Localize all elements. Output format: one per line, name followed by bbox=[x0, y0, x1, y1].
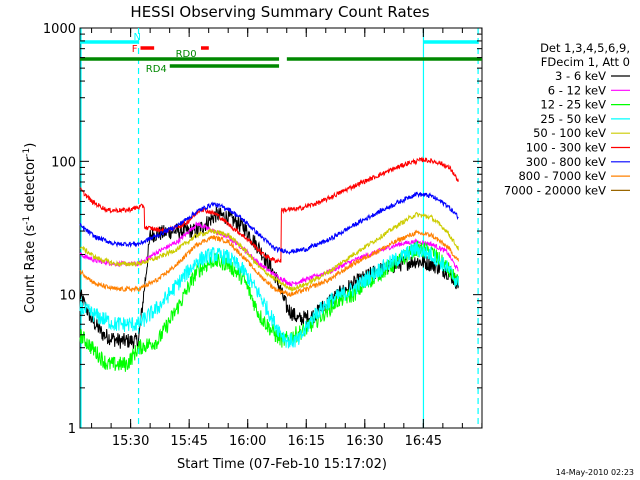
plot-frame bbox=[79, 27, 483, 429]
legend-entry-label: 300 - 800 keV bbox=[526, 155, 606, 169]
timestamp: 14-May-2010 02:23 bbox=[556, 468, 634, 477]
legend-header-line-1: Det 1,3,4,5,6,9, bbox=[540, 41, 630, 55]
legend: Det 1,3,4,5,6,9, FDecim 1, Att 0 3 - 6 k… bbox=[504, 41, 630, 197]
y-tick-label: 100 bbox=[51, 155, 76, 170]
x-axis-label: Start Time (07-Feb-10 15:17:02) bbox=[177, 457, 387, 472]
legend-entry-label: 800 - 7000 keV bbox=[518, 169, 606, 183]
y-axis: 1 10 100 1000 bbox=[43, 22, 482, 437]
series-group bbox=[79, 156, 459, 372]
x-tick-label: 16:00 bbox=[229, 434, 266, 449]
y-tick-label: 10 bbox=[59, 289, 76, 304]
x-tick-label: 16:15 bbox=[288, 434, 325, 449]
legend-entry-label: 25 - 50 keV bbox=[540, 112, 606, 126]
series-line bbox=[79, 221, 459, 288]
x-tick-label: 16:45 bbox=[405, 434, 442, 449]
vertical-markers bbox=[80, 28, 479, 428]
series-line bbox=[79, 211, 459, 293]
flag-label: RD4 bbox=[146, 64, 167, 75]
series-line bbox=[79, 191, 459, 256]
flag-label: RD0 bbox=[176, 49, 197, 60]
flag-label: N bbox=[134, 32, 141, 43]
legend-entry-label: 50 - 100 keV bbox=[533, 126, 606, 140]
y-tick-label: 1 bbox=[68, 422, 76, 437]
legend-entry-label: 6 - 12 keV bbox=[548, 83, 606, 97]
flag-bars: NF RD0 RD4 bbox=[80, 32, 482, 75]
legend-entry-label: 7000 - 20000 keV bbox=[504, 183, 606, 197]
x-tick-label: 16:30 bbox=[346, 434, 383, 449]
y-tick-label: 1000 bbox=[43, 22, 76, 37]
x-axis: 15:30 15:45 16:00 16:15 16:30 16:45 bbox=[91, 28, 483, 449]
legend-header-line-2: FDecim 1, Att 0 bbox=[541, 55, 630, 69]
chart-title: HESSI Observing Summary Count Rates bbox=[130, 3, 429, 21]
legend-entry-label: 3 - 6 keV bbox=[555, 69, 606, 83]
legend-entry-label: 100 - 300 keV bbox=[526, 141, 606, 155]
x-tick-label: 15:30 bbox=[112, 434, 149, 449]
legend-entry-label: 12 - 25 keV bbox=[540, 98, 606, 112]
series-line bbox=[79, 229, 459, 297]
x-tick-label: 15:45 bbox=[170, 434, 207, 449]
flag-label: F bbox=[132, 44, 138, 55]
y-axis-label: Count Rate (s-1 detector-1) bbox=[22, 143, 38, 314]
series-line bbox=[79, 241, 459, 349]
series-line bbox=[79, 156, 459, 264]
